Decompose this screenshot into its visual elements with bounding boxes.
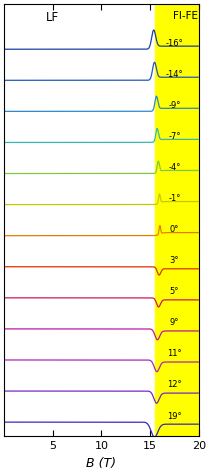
Text: -9°: -9°: [168, 101, 181, 110]
Text: 11°: 11°: [167, 349, 182, 358]
Text: 3°: 3°: [170, 256, 179, 265]
Text: 0°: 0°: [170, 225, 179, 234]
Text: -16°: -16°: [165, 39, 183, 48]
Bar: [155, 4, 201, 437]
Text: FI-FE: FI-FE: [173, 10, 198, 21]
Text: -14°: -14°: [166, 70, 183, 79]
Text: -7°: -7°: [168, 132, 181, 141]
Text: 12°: 12°: [167, 381, 182, 390]
Text: -1°: -1°: [168, 194, 181, 203]
Text: -4°: -4°: [168, 163, 181, 172]
Text: LF: LF: [46, 10, 59, 24]
Text: 19°: 19°: [167, 411, 182, 420]
Text: 9°: 9°: [170, 319, 179, 328]
Text: 5°: 5°: [170, 287, 179, 296]
X-axis label: B (T): B (T): [87, 457, 117, 470]
